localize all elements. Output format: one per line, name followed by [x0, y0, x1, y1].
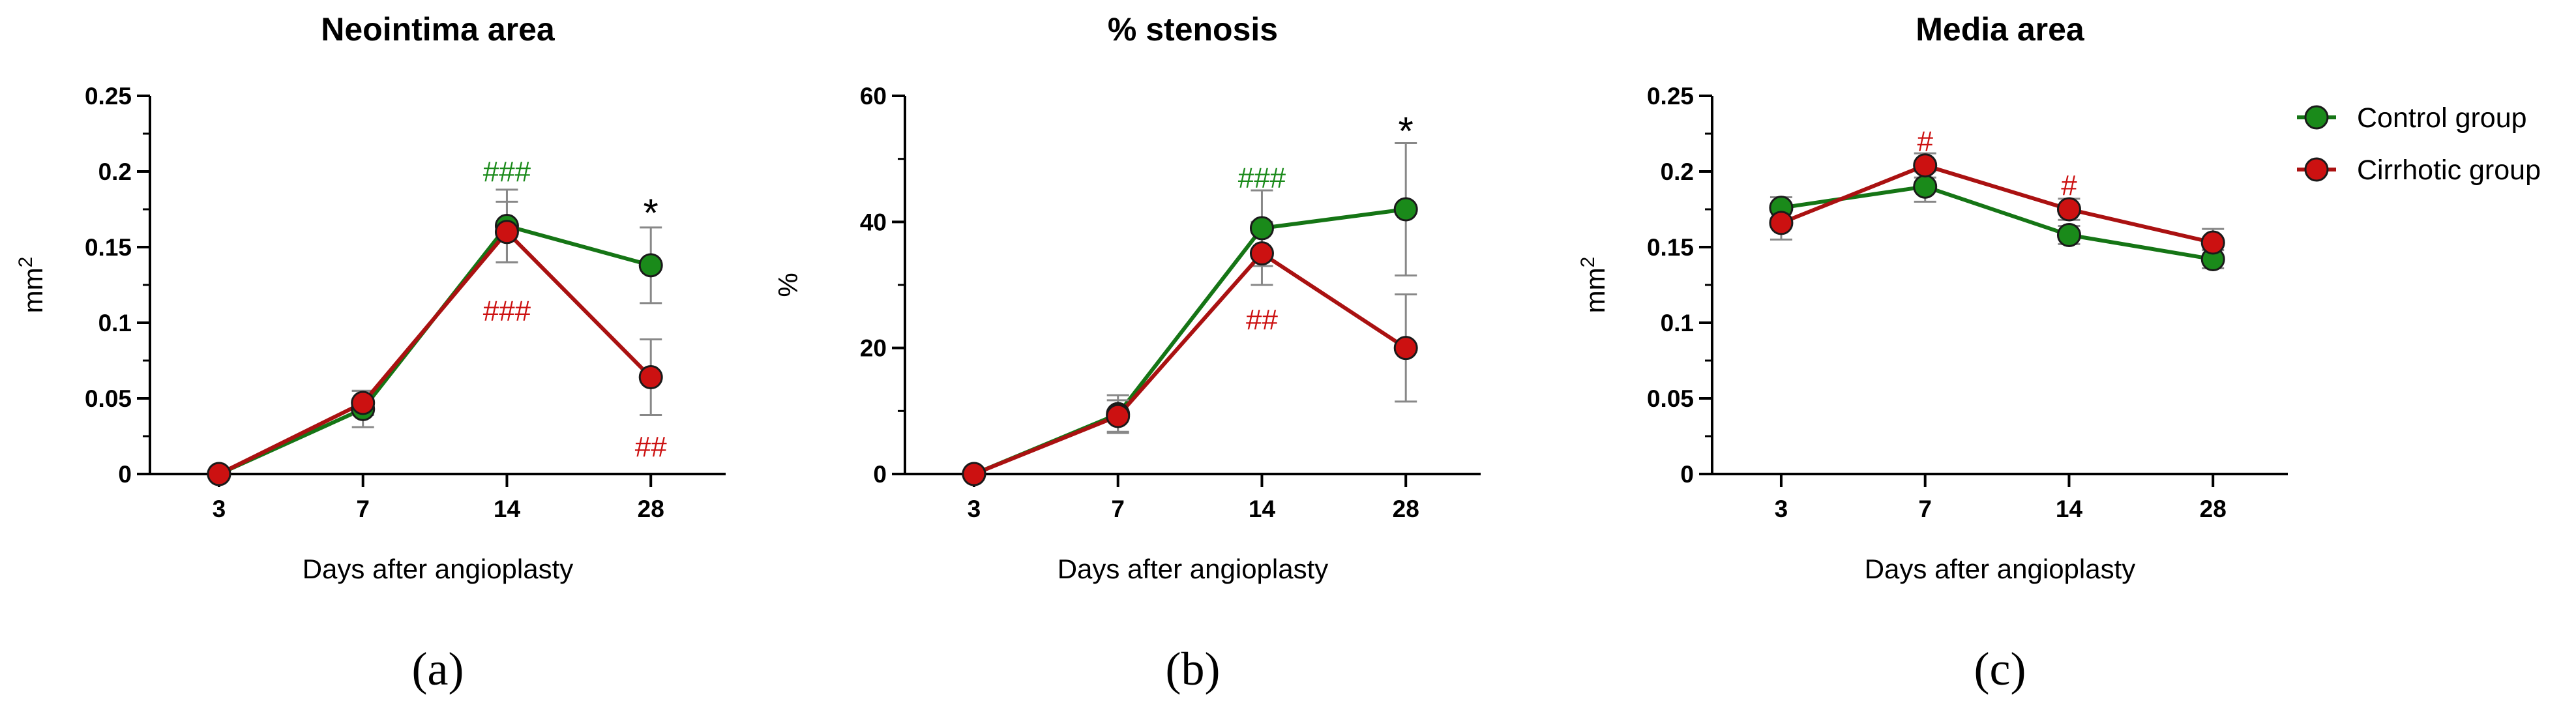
series-line: [1781, 185, 2213, 261]
data-point: [2056, 197, 2081, 222]
y-tick-label: 0.1: [1661, 310, 1694, 336]
x-tick-label: 3: [968, 496, 981, 522]
y-tick-label: 0.25: [1647, 83, 1694, 110]
y-tick-label: 0.15: [1647, 234, 1694, 261]
x-tick-label: 14: [2056, 496, 2083, 522]
x-tick-label: 28: [2200, 496, 2227, 522]
legend-item: Cirrhotic group: [2297, 155, 2541, 186]
y-tick-label: 0: [1680, 461, 1694, 488]
chart-title: % stenosis: [1108, 11, 1278, 48]
x-tick-label: 7: [356, 496, 370, 522]
y-tick-label: 20: [860, 335, 887, 362]
panel-media-area: Media area 0 0.05 0.1 0.15 0.2 0.25 3 7 14 28 Days …: [1577, 11, 2288, 695]
series-cirrhotic: [218, 200, 662, 476]
y-axis-label: mm2: [1577, 257, 1610, 314]
data-point: [1249, 241, 1274, 266]
chart-title: Neointima area: [321, 11, 555, 48]
panel-label: (b): [1166, 643, 1221, 695]
panel-label: (a): [412, 643, 464, 695]
legend-item: Control group: [2297, 102, 2527, 134]
legend: Control group Cirrhotic group: [2297, 102, 2541, 186]
x-tick-label: 28: [1393, 496, 1419, 522]
significance-hash: #: [2061, 170, 2077, 201]
data-point: [638, 253, 663, 278]
x-tick-label: 7: [1111, 496, 1125, 522]
x-tick-label: 7: [1918, 496, 1932, 522]
x-axis-label: Days after angioplasty: [1865, 554, 2136, 584]
panel-neointima-area: Neointima area 0 0.05 0.1 0.15 0.2 0.25 3 7 14 28 D…: [15, 11, 726, 695]
chart-title: Media area: [1916, 11, 2085, 48]
y-tick-label: 0.05: [1647, 385, 1694, 412]
data-point: [2200, 230, 2225, 255]
y-axis-label: %: [773, 273, 803, 297]
series-line: [973, 207, 1406, 476]
y-tick-label: 0.05: [85, 385, 132, 412]
y-axis-label: mm2: [15, 257, 48, 314]
series-line: [1780, 163, 2213, 245]
series-line: [218, 224, 652, 476]
data-point: [351, 391, 376, 415]
legend-label: Cirrhotic group: [2357, 155, 2541, 186]
data-point: [638, 365, 663, 390]
x-axis-label: Days after angioplasty: [1058, 554, 1329, 584]
series-cirrhotic: [1769, 152, 2225, 258]
data-point: [1913, 153, 1938, 178]
x-axis-label: Days after angioplasty: [303, 554, 574, 584]
series-line: [218, 230, 653, 476]
x-tick-label: 14: [494, 496, 521, 522]
significance-hash: ###: [1238, 162, 1286, 194]
x-tick-label: 14: [1249, 496, 1276, 522]
y-tick-label: 0: [118, 461, 132, 488]
series-control: [218, 188, 662, 476]
y-tick-label: 60: [860, 83, 887, 110]
y-tick-label: 0.25: [85, 83, 132, 110]
data-point: [2056, 222, 2081, 247]
legend-label: Control group: [2357, 102, 2527, 134]
x-tick-label: 3: [1775, 496, 1788, 522]
y-tick-label: 40: [860, 209, 887, 235]
data-point: [1106, 404, 1131, 428]
legend-marker: [2304, 157, 2329, 182]
data-point: [207, 462, 231, 486]
significance-hash: ###: [483, 295, 531, 327]
y-tick-label: 0.1: [98, 310, 132, 336]
y-tick-label: 0.2: [1661, 158, 1694, 185]
data-point: [962, 462, 986, 486]
significance-hash: ###: [483, 156, 531, 188]
series-control: [973, 142, 1417, 476]
legend-marker: [2304, 105, 2329, 130]
data-point: [1249, 216, 1274, 241]
significance-hash: ##: [1246, 304, 1278, 336]
y-tick-label: 0: [873, 461, 887, 488]
data-point: [1393, 336, 1418, 361]
series-cirrhotic: [973, 220, 1417, 476]
y-tick-label: 0.15: [85, 234, 132, 261]
panel-label: (c): [1974, 643, 2026, 695]
data-point: [494, 220, 519, 245]
significance-star: *: [1399, 109, 1414, 153]
series-line: [973, 251, 1407, 476]
significance-hash: ##: [635, 431, 667, 463]
data-point: [1913, 174, 1938, 199]
significance-star: *: [644, 191, 659, 235]
y-tick-label: 0.2: [98, 158, 132, 185]
significance-hash: #: [1917, 126, 1933, 158]
x-tick-label: 28: [638, 496, 664, 522]
data-point: [1769, 211, 1794, 235]
x-tick-label: 3: [213, 496, 226, 522]
data-point: [1393, 197, 1418, 222]
